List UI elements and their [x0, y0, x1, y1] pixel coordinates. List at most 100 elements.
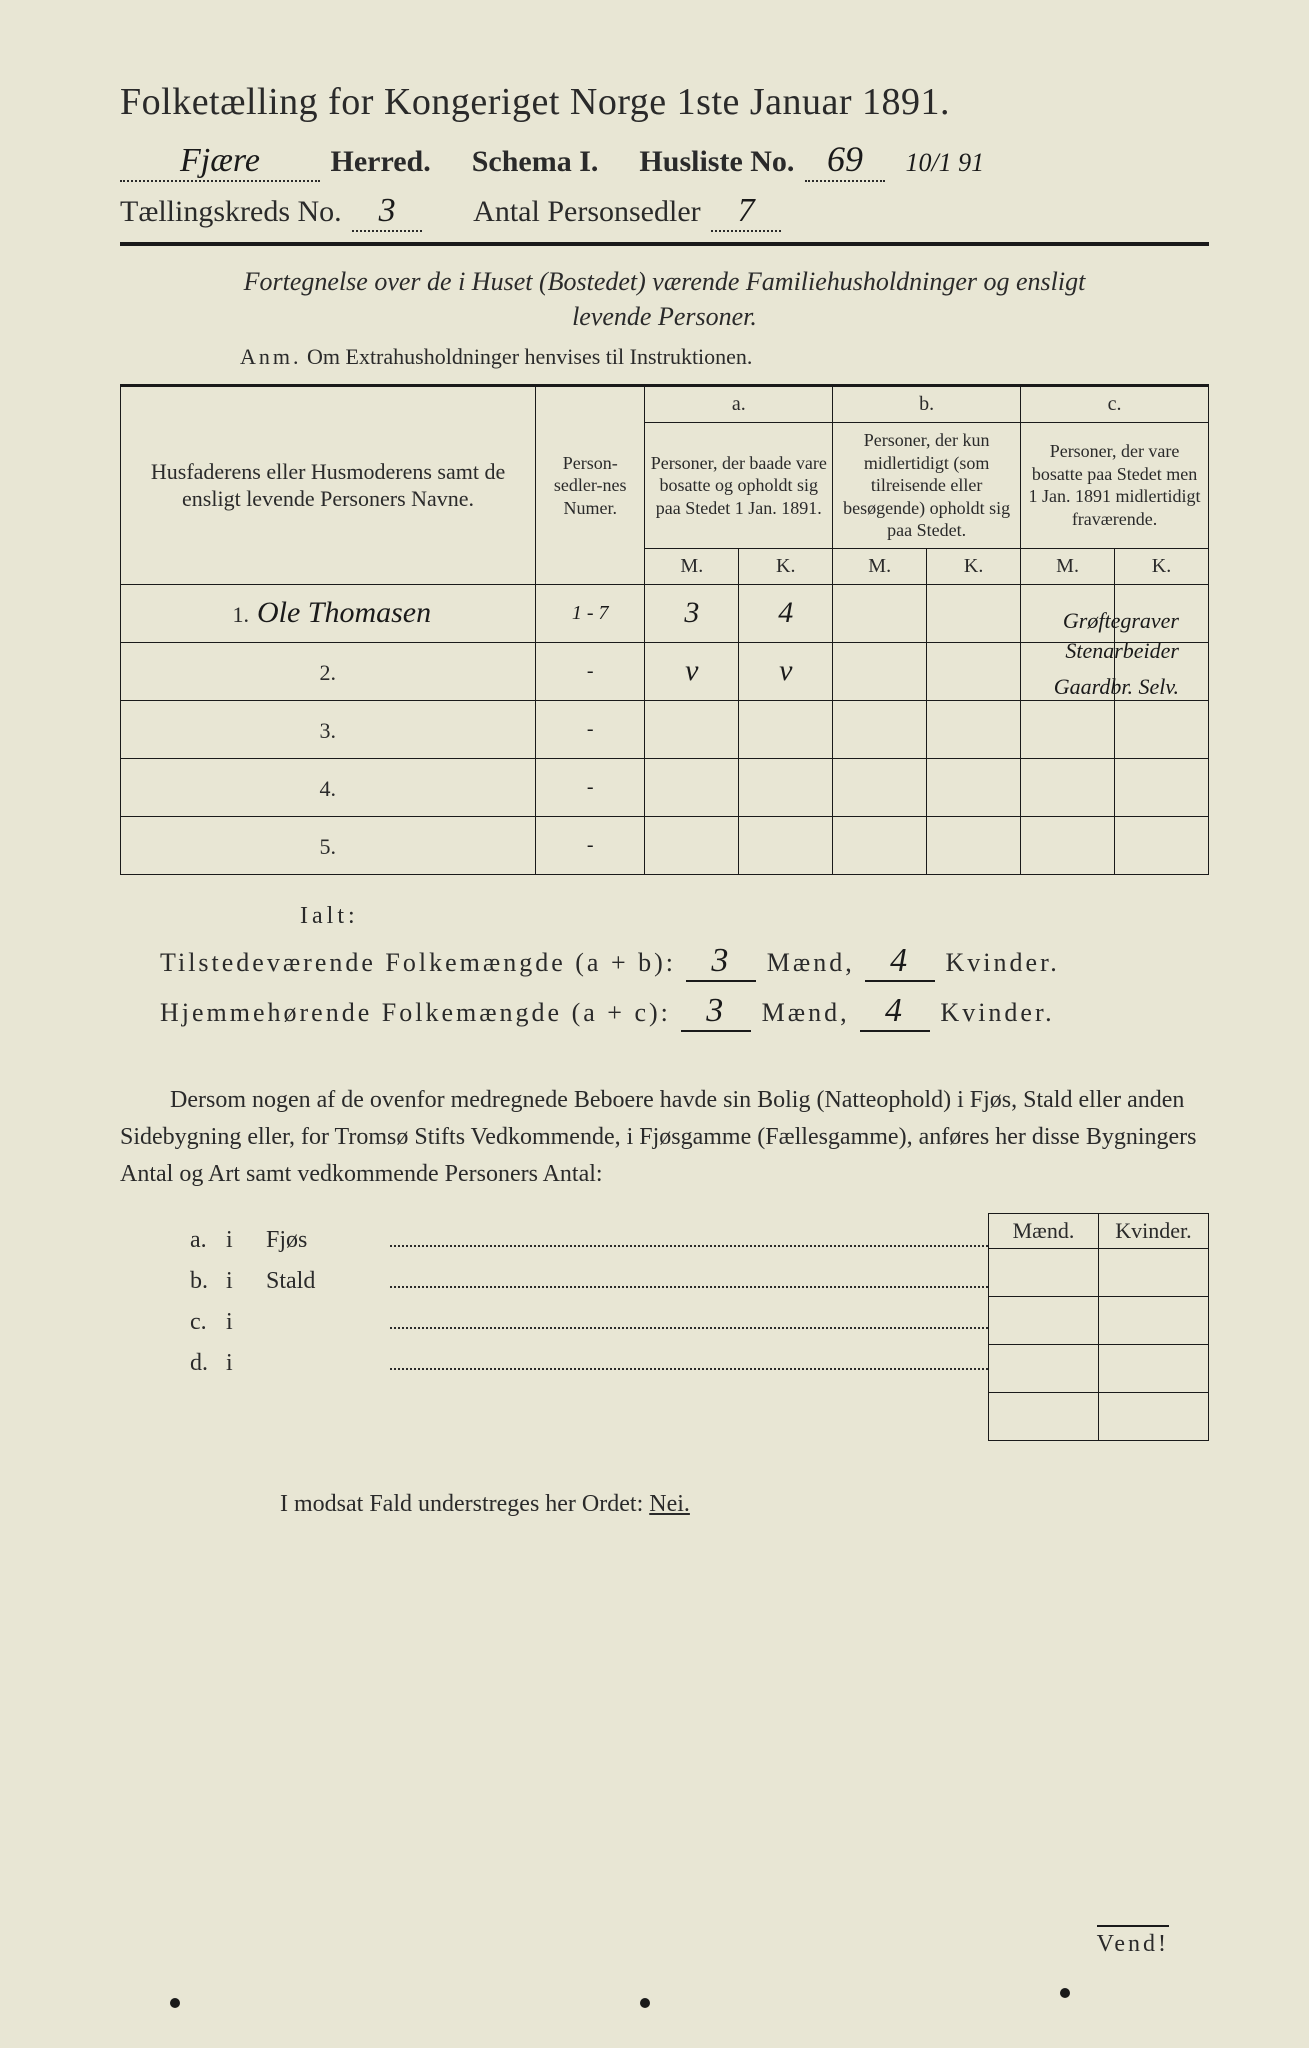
cell-num: -	[536, 642, 645, 700]
mk-cell	[1099, 1249, 1209, 1297]
header-line-herred: Fjære Herred. Schema I. Husliste No. 69 …	[120, 138, 1209, 182]
col-header-b: Personer, der kun midlertidigt (som tilr…	[833, 423, 1021, 549]
col-header-b-label: b.	[833, 387, 1021, 423]
col-b-m: M.	[833, 548, 927, 584]
mk-cell	[1099, 1345, 1209, 1393]
side-note-3: Gaardbr. Selv.	[1054, 674, 1179, 700]
nei-pre: I modsat Fald understreges her Ordet:	[280, 1491, 643, 1517]
cell-name: 2.	[121, 642, 536, 700]
mk-cell	[989, 1393, 1099, 1441]
spot-mark	[640, 1998, 650, 2008]
cell-c-k	[1115, 758, 1209, 816]
mk-cell	[989, 1297, 1099, 1345]
cell-b-k	[927, 584, 1021, 642]
mk-table: Mænd. Kvinder.	[988, 1213, 1209, 1441]
cell-a-m	[645, 758, 739, 816]
sub-key: d.	[190, 1350, 226, 1377]
cell-b-k	[927, 700, 1021, 758]
nei-word: Nei.	[649, 1491, 690, 1517]
vend-label: Vend!	[1097, 1925, 1169, 1958]
table-row: 4.-	[121, 758, 1209, 816]
sum-row-present: Tilstedeværende Folkemængde (a + b): 3 M…	[160, 942, 1209, 982]
margin-date: 10/1 91	[905, 148, 984, 178]
cell-a-m: v	[645, 642, 739, 700]
sum-row-resident: Hjemmehørende Folkemængde (a + c): 3 Mæn…	[160, 992, 1209, 1032]
cell-name: 3.	[121, 700, 536, 758]
table-row: 2.-vv	[121, 642, 1209, 700]
antal-label: Antal Personsedler	[473, 195, 700, 229]
kvinder-label-2: Kvinder.	[940, 998, 1054, 1028]
mk-cell	[1099, 1297, 1209, 1345]
cell-a-k: 4	[739, 584, 833, 642]
sub-key: a.	[190, 1227, 226, 1254]
sub-i: i	[226, 1309, 266, 1336]
mk-cell	[989, 1249, 1099, 1297]
sub-dots	[390, 1346, 988, 1370]
ialt-label: Ialt:	[300, 903, 1209, 930]
herred-label: Herred.	[331, 145, 431, 179]
col-header-a-label: a.	[645, 387, 833, 423]
sum2-label: Hjemmehørende Folkemængde (a + c):	[160, 998, 671, 1028]
col-a-k: K.	[739, 548, 833, 584]
cell-a-m	[645, 816, 739, 874]
sum1-m: 3	[686, 942, 756, 982]
col-header-a: Personer, der baade vare bosatte og opho…	[645, 423, 833, 549]
sub-i: i	[226, 1227, 266, 1254]
outbuilding-paragraph: Dersom nogen af de ovenfor medregnede Be…	[120, 1082, 1209, 1194]
cell-b-m	[833, 642, 927, 700]
col-header-c: Personer, der vare bosatte paa Stedet me…	[1021, 423, 1209, 549]
maend-label: Mænd,	[767, 948, 855, 978]
col-c-k: K.	[1115, 548, 1209, 584]
anm-text: Om Extrahusholdninger henvises til Instr…	[307, 344, 752, 369]
table-row: 1.Ole Thomasen1 - 734	[121, 584, 1209, 642]
col-header-name: Husfaderens eller Husmoderens samt de en…	[121, 387, 536, 585]
cell-a-k: v	[739, 642, 833, 700]
cell-c-m	[1021, 700, 1115, 758]
cell-num: 1 - 7	[536, 584, 645, 642]
census-title: Folketælling for Kongeriget Norge 1ste J…	[120, 80, 1209, 124]
col-a-m: M.	[645, 548, 739, 584]
husliste-no: 69	[805, 138, 885, 182]
anm-label: Anm.	[240, 344, 302, 369]
sum2-k: 4	[860, 992, 930, 1032]
rule-thick	[120, 242, 1209, 246]
household-table: Husfaderens eller Husmoderens samt de en…	[120, 386, 1209, 875]
cell-b-k	[927, 758, 1021, 816]
col-header-c-label: c.	[1021, 387, 1209, 423]
outbuilding-row: b.iStald	[190, 1264, 988, 1295]
cell-c-k	[1115, 816, 1209, 874]
sub-dots	[390, 1305, 988, 1329]
herred-value: Fjære	[120, 142, 320, 182]
title-text: Folketælling for Kongeriget Norge 1ste J…	[120, 80, 950, 124]
antal-value: 7	[711, 192, 781, 232]
cell-b-m	[833, 700, 927, 758]
outbuilding-block: a.iFjøsb.iStaldc.id.i Mænd. Kvinder.	[120, 1213, 1209, 1441]
cell-a-k	[739, 816, 833, 874]
cell-b-m	[833, 816, 927, 874]
cell-a-k	[739, 758, 833, 816]
cell-name: 5.	[121, 816, 536, 874]
col-header-num: Person-sedler-nes Numer.	[536, 387, 645, 585]
cell-b-k	[927, 816, 1021, 874]
kreds-no: 3	[352, 192, 422, 232]
outbuilding-row: c.i	[190, 1305, 988, 1336]
cell-a-m	[645, 700, 739, 758]
cell-num: -	[536, 700, 645, 758]
mk-cell	[1099, 1393, 1209, 1441]
mk-maend: Mænd.	[989, 1214, 1099, 1249]
side-note-1: Grøftegraver	[1063, 608, 1179, 634]
header-line-kreds: Tællingskreds No. 3 Antal Personsedler 7	[120, 192, 1209, 232]
nei-line: I modsat Fald understreges her Ordet: Ne…	[280, 1491, 1209, 1518]
cell-c-m	[1021, 758, 1115, 816]
cell-b-k	[927, 642, 1021, 700]
sub-dots	[390, 1223, 988, 1247]
cell-a-m: 3	[645, 584, 739, 642]
cell-name: 1.Ole Thomasen	[121, 584, 536, 642]
anm-line: Anm. Om Extrahusholdninger henvises til …	[240, 344, 1209, 370]
outbuilding-row: a.iFjøs	[190, 1223, 988, 1254]
sub-dots	[390, 1264, 988, 1288]
sub-key: c.	[190, 1309, 226, 1336]
sub-label: Stald	[266, 1268, 386, 1295]
kvinder-label: Kvinder.	[946, 948, 1060, 978]
maend-label-2: Mænd,	[762, 998, 850, 1028]
